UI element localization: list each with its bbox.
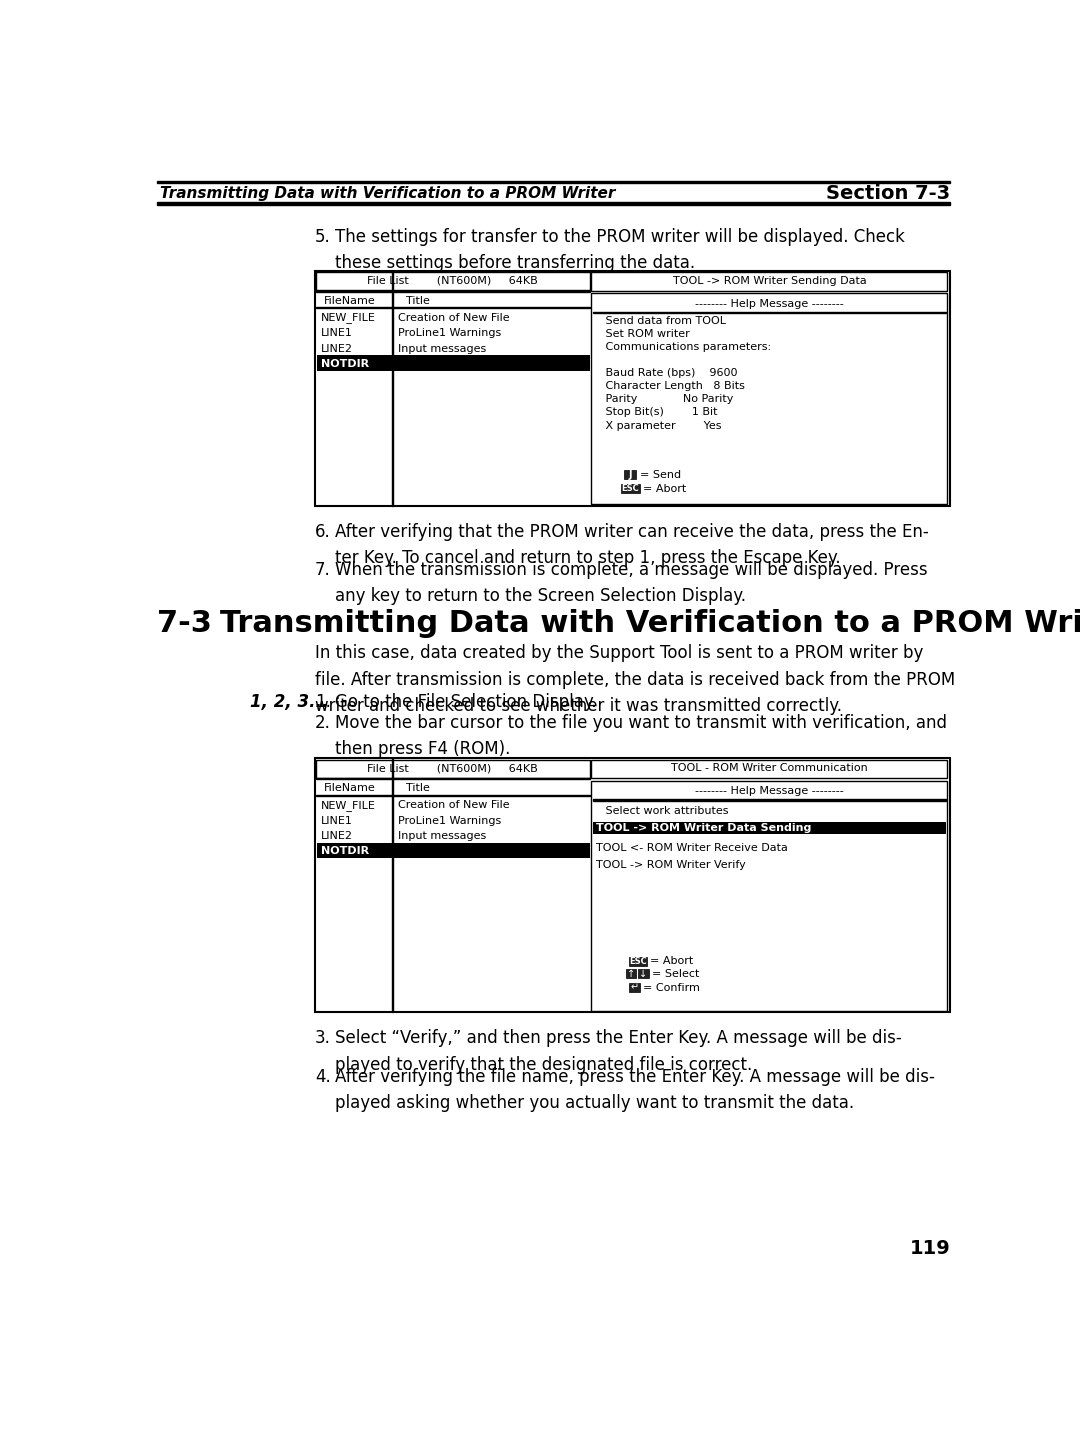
Text: TOOL - ROM Writer Communication: TOOL - ROM Writer Communication	[672, 763, 868, 773]
Bar	[392, 758, 393, 1012]
Text: File List        (NT600M)     64KB: File List (NT600M) 64KB	[366, 763, 538, 773]
Bar	[592, 759, 947, 778]
Text: The settings for transfer to the PROM writer will be displayed. Check
these sett: The settings for transfer to the PROM wr…	[335, 228, 905, 273]
Bar	[624, 471, 636, 479]
Text: Select work attributes: Select work attributes	[595, 806, 728, 817]
Text: Transmitting Data with Verification to a PROM Writer: Transmitting Data with Verification to a…	[160, 187, 616, 201]
Text: Input messages: Input messages	[399, 343, 487, 353]
Text: Transmitting Data with Verification to a PROM Writer: Transmitting Data with Verification to a…	[220, 608, 1080, 637]
Text: After verifying that the PROM writer can receive the data, press the En-
ter Key: After verifying that the PROM writer can…	[335, 522, 929, 567]
Text: FileName: FileName	[324, 784, 376, 794]
Bar	[629, 957, 647, 966]
Text: ESC: ESC	[621, 484, 639, 494]
Bar	[316, 759, 590, 778]
Text: NOTDIR: NOTDIR	[321, 847, 369, 857]
Bar	[629, 983, 639, 992]
Bar	[592, 293, 947, 504]
Text: 5.: 5.	[314, 228, 330, 245]
Text: Parity             No Parity: Parity No Parity	[595, 395, 733, 405]
Bar	[638, 969, 649, 979]
Bar	[318, 356, 590, 370]
Bar	[392, 271, 393, 505]
Bar	[314, 758, 950, 1012]
Text: In this case, data created by the Support Tool is sent to a PROM writer by
file.: In this case, data created by the Suppor…	[314, 644, 955, 715]
Text: ProLine1 Warnings: ProLine1 Warnings	[399, 329, 502, 339]
Text: Communications parameters:: Communications parameters:	[595, 342, 771, 352]
Text: = Send: = Send	[639, 469, 680, 479]
Text: = Abort: = Abort	[643, 484, 686, 494]
Text: ↑: ↑	[626, 969, 635, 979]
Text: ESC: ESC	[629, 957, 647, 966]
Text: Move the bar cursor to the file you want to transmit with verification, and
then: Move the bar cursor to the file you want…	[335, 713, 947, 758]
Text: 7-3: 7-3	[157, 608, 212, 637]
Text: X parameter        Yes: X parameter Yes	[595, 420, 721, 430]
Text: File List        (NT600M)     64KB: File List (NT600M) 64KB	[366, 276, 538, 286]
Text: ↓: ↓	[639, 969, 648, 979]
Text: Creation of New File: Creation of New File	[399, 801, 510, 811]
Text: 3.: 3.	[314, 1029, 330, 1048]
Text: 6.: 6.	[314, 522, 330, 541]
Text: NEW_FILE: NEW_FILE	[321, 799, 376, 811]
Text: = Select: = Select	[652, 969, 700, 979]
Text: = Abort: = Abort	[650, 957, 693, 966]
Text: Go to the File Selection Display.: Go to the File Selection Display.	[335, 693, 596, 712]
Text: Input messages: Input messages	[399, 831, 487, 841]
Text: 1.: 1.	[314, 693, 330, 712]
Text: 4.: 4.	[314, 1068, 330, 1086]
Bar	[318, 842, 590, 858]
Bar	[621, 484, 639, 494]
Text: Stop Bit(s)        1 Bit: Stop Bit(s) 1 Bit	[595, 408, 717, 418]
Text: Title: Title	[406, 784, 430, 794]
Text: TOOL -> ROM Writer Sending Data: TOOL -> ROM Writer Sending Data	[673, 276, 866, 286]
Text: J: J	[629, 469, 632, 479]
Text: Creation of New File: Creation of New File	[399, 313, 510, 323]
Bar	[593, 822, 946, 834]
Text: 2.: 2.	[314, 713, 330, 732]
Bar	[625, 969, 636, 979]
Text: 1, 2, 3...: 1, 2, 3...	[249, 693, 328, 712]
Text: When the transmission is complete, a message will be displayed. Press
any key to: When the transmission is complete, a mes…	[335, 561, 928, 606]
Text: LINE2: LINE2	[321, 831, 353, 841]
Text: Title: Title	[406, 296, 430, 306]
Text: LINE1: LINE1	[321, 329, 353, 339]
Text: ProLine1 Warnings: ProLine1 Warnings	[399, 815, 502, 825]
Bar	[592, 273, 947, 291]
Text: = Confirm: = Confirm	[643, 983, 700, 993]
Bar	[157, 181, 950, 184]
Text: ↵: ↵	[630, 983, 638, 993]
Bar	[314, 271, 950, 505]
Text: Character Length   8 Bits: Character Length 8 Bits	[595, 382, 744, 392]
Text: 7.: 7.	[314, 561, 330, 580]
Text: Send data from TOOL: Send data from TOOL	[595, 316, 726, 326]
Text: TOOL -> ROM Writer Data Sending: TOOL -> ROM Writer Data Sending	[596, 824, 811, 834]
Bar	[592, 781, 947, 1010]
Text: Baud Rate (bps)    9600: Baud Rate (bps) 9600	[595, 369, 737, 379]
Text: -------- Help Message --------: -------- Help Message --------	[696, 786, 845, 796]
Text: TOOL -> ROM Writer Verify: TOOL -> ROM Writer Verify	[596, 860, 746, 870]
Text: TOOL <- ROM Writer Receive Data: TOOL <- ROM Writer Receive Data	[596, 844, 788, 854]
Text: LINE1: LINE1	[321, 815, 353, 825]
Text: NEW_FILE: NEW_FILE	[321, 313, 376, 323]
Text: LINE2: LINE2	[321, 343, 353, 353]
Bar	[316, 273, 590, 291]
Text: NOTDIR: NOTDIR	[321, 359, 369, 369]
Text: Set ROM writer: Set ROM writer	[595, 329, 689, 339]
Text: Select “Verify,” and then press the Enter Key. A message will be dis-
played to : Select “Verify,” and then press the Ente…	[335, 1029, 902, 1073]
Text: 119: 119	[909, 1238, 950, 1258]
Text: Section 7-3: Section 7-3	[826, 184, 950, 204]
Bar	[157, 202, 950, 205]
Text: After verifying the file name, press the Enter Key. A message will be dis-
playe: After verifying the file name, press the…	[335, 1068, 935, 1112]
Text: -------- Help Message --------: -------- Help Message --------	[696, 298, 845, 309]
Text: FileName: FileName	[324, 296, 376, 306]
